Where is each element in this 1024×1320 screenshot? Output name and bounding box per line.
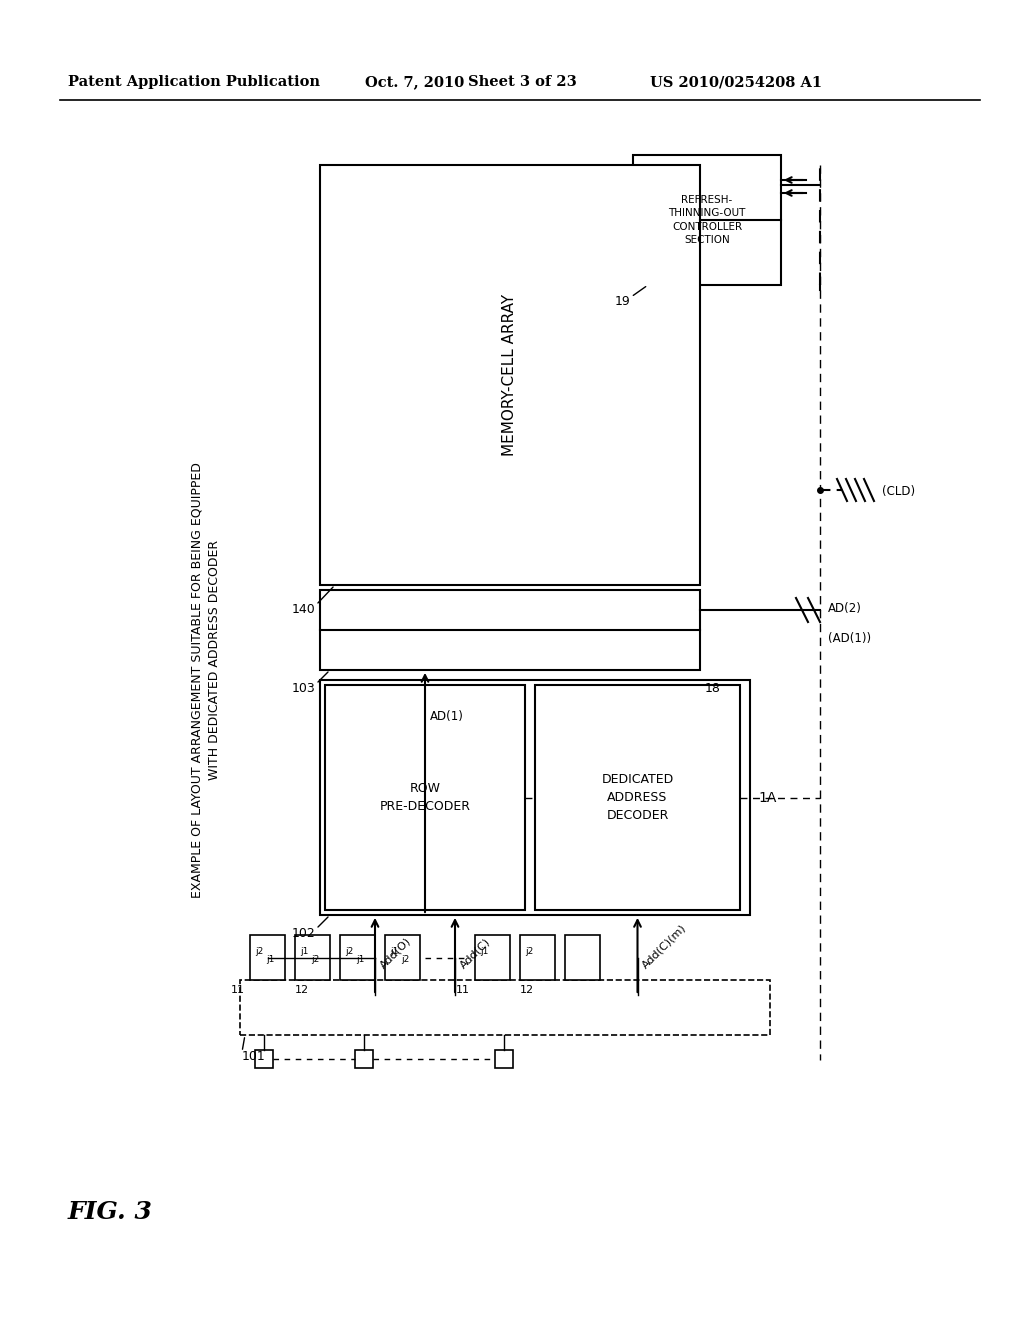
- Text: Add(O): Add(O): [378, 936, 413, 970]
- Text: j1: j1: [390, 946, 398, 956]
- Text: 140: 140: [291, 603, 315, 616]
- Text: 103: 103: [291, 682, 315, 696]
- Text: Patent Application Publication: Patent Application Publication: [68, 75, 319, 88]
- Text: AD(2): AD(2): [828, 602, 862, 615]
- Text: 12: 12: [295, 985, 309, 995]
- Text: j2: j2: [345, 946, 353, 956]
- Text: FIG. 3: FIG. 3: [68, 1200, 153, 1224]
- Text: EXAMPLE OF LAYOUT ARRANGEMENT SUITABLE FOR BEING EQUIPPED: EXAMPLE OF LAYOUT ARRANGEMENT SUITABLE F…: [190, 462, 204, 898]
- Bar: [340, 935, 375, 979]
- Text: j2: j2: [311, 954, 319, 964]
- Bar: [319, 590, 700, 671]
- Text: DEDICATED
ADDRESS
DECODER: DEDICATED ADDRESS DECODER: [601, 774, 674, 822]
- Text: Sheet 3 of 23: Sheet 3 of 23: [468, 75, 577, 88]
- Text: j1: j1: [356, 954, 365, 964]
- Text: j2: j2: [401, 954, 410, 964]
- Text: AD(1): AD(1): [430, 710, 464, 723]
- Text: REFRESH-
THINNING-OUT
CONTROLLER
SECTION: REFRESH- THINNING-OUT CONTROLLER SECTION: [669, 195, 745, 244]
- Bar: [565, 935, 600, 979]
- Text: Add(C): Add(C): [458, 936, 492, 970]
- Text: (CLD): (CLD): [882, 486, 915, 499]
- Text: j2: j2: [525, 946, 534, 956]
- Text: 101: 101: [242, 1049, 266, 1063]
- Bar: [255, 1049, 273, 1068]
- Text: j1: j1: [300, 946, 308, 956]
- Text: Oct. 7, 2010: Oct. 7, 2010: [365, 75, 464, 88]
- Text: j1: j1: [480, 946, 488, 956]
- Text: ROW
PRE-DECODER: ROW PRE-DECODER: [380, 781, 470, 813]
- Text: MEMORY-CELL ARRAY: MEMORY-CELL ARRAY: [503, 294, 517, 457]
- Text: 102: 102: [291, 927, 315, 940]
- Bar: [319, 165, 700, 585]
- Text: 18: 18: [705, 682, 721, 696]
- Text: 1A: 1A: [758, 791, 776, 804]
- Text: 11: 11: [231, 985, 245, 995]
- Bar: [319, 680, 750, 915]
- Bar: [385, 935, 420, 979]
- Text: 19: 19: [614, 294, 630, 308]
- Bar: [295, 935, 330, 979]
- Bar: [325, 685, 525, 909]
- Text: US 2010/0254208 A1: US 2010/0254208 A1: [650, 75, 822, 88]
- Bar: [250, 935, 285, 979]
- Text: 11: 11: [456, 985, 470, 995]
- Text: (AD(1)): (AD(1)): [828, 632, 871, 645]
- Bar: [355, 1049, 373, 1068]
- Text: j1: j1: [266, 954, 274, 964]
- Text: Add(C)(m): Add(C)(m): [640, 923, 688, 970]
- Bar: [520, 935, 555, 979]
- Bar: [633, 154, 781, 285]
- Bar: [240, 979, 770, 1035]
- Bar: [495, 1049, 513, 1068]
- Text: 12: 12: [520, 985, 535, 995]
- Text: WITH DEDICATED ADDRESS DECODER: WITH DEDICATED ADDRESS DECODER: [209, 540, 221, 780]
- Text: j2: j2: [255, 946, 263, 956]
- Bar: [535, 685, 740, 909]
- Bar: [475, 935, 510, 979]
